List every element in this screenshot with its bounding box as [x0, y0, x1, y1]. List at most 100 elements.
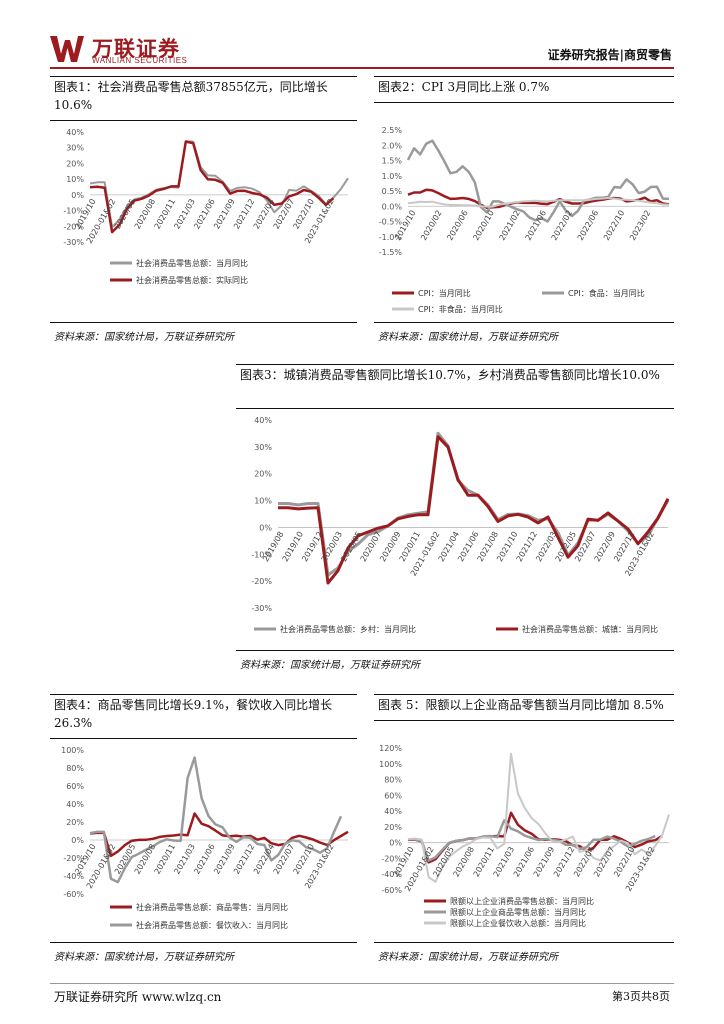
logo-chinese-name: 万联证券: [92, 37, 180, 61]
y-tick-label: 40%: [254, 416, 272, 425]
y-tick-label: -60%: [381, 886, 402, 895]
series-line: [406, 139, 670, 223]
figure-3-title: 图表3：城镇消费品零售额同比增长10.7%，乡村消费品零售额同比增长10.0%: [240, 368, 660, 382]
figure-1-title: 图表1：社会消费品零售总额37855亿元，同比增长10.6%: [54, 80, 328, 112]
y-tick-label: -30%: [251, 604, 272, 613]
figure-5-title: 图表 5：限额以上企业商品零售额当月同比增加 8.5%: [378, 698, 664, 712]
y-tick-label: 80%: [66, 764, 84, 773]
figure-2-block: 图表2：CPI 3月同比上涨 0.7% -1.5% -1.0% -0.5% 0.0% 0…: [374, 72, 674, 352]
y-tick-label: 40%: [384, 807, 402, 816]
y-tick-label: 100%: [61, 746, 84, 755]
header-divider: [50, 67, 674, 69]
x-tick-label: 2022/10: [602, 209, 626, 242]
y-tick-label: 0.0%: [382, 202, 403, 211]
page-number: 第3页共8页: [612, 990, 670, 1003]
series-line: [89, 140, 335, 234]
legend-label: 限额以上企业商品零售总额：当月同比: [450, 907, 586, 917]
y-tick-label: 2.0%: [382, 141, 403, 150]
chart-cpi: -1.5% -1.0% -0.5% 0.0% 0.5% 1.0% 1.5% 2.0% 2.5% 2…: [379, 126, 670, 314]
legend-label: 限额以上企业餐饮收入总额：当月同比: [450, 918, 586, 928]
y-tick-label: -1.0%: [379, 233, 403, 242]
y-tick-label: 30%: [66, 144, 84, 153]
x-tick-label: 2020/10: [471, 209, 495, 242]
y-tick-label: -40%: [381, 870, 402, 879]
y-tick-label: 0%: [71, 191, 84, 200]
y-tick-label: 1.5%: [382, 157, 403, 166]
chart-urban-rural-retail: -30%-20%-10%0%10%20%30%40%2019/082019/10…: [251, 416, 670, 634]
figure-3-block: 图表3：城镇消费品零售额同比增长10.7%，乡村消费品零售额同比增长10.0% …: [236, 360, 674, 672]
y-tick-label: 20%: [66, 159, 84, 168]
y-tick-label: 1.0%: [382, 172, 403, 181]
x-tick-label: 2020/06: [445, 209, 469, 242]
y-tick-label: 40%: [66, 128, 84, 137]
y-tick-label: -20%: [63, 854, 84, 863]
series-line: [407, 752, 670, 883]
y-tick-label: -20%: [63, 222, 84, 231]
legend-label: 社会消费品零售总额：实际同比: [136, 275, 248, 285]
series-line: [278, 435, 670, 585]
y-tick-label: 100%: [379, 760, 402, 769]
figure-4-block: 图表4：商品零售同比增长9.1%，餐饮收入同比增长26.3% -60% -40% -…: [50, 690, 357, 974]
footer-website: 万联证券研究所 www.wlzq.cn: [54, 990, 222, 1004]
y-tick-label: 60%: [384, 791, 402, 800]
legend-label: CPI：食品：当月同比: [568, 288, 645, 298]
y-tick-label: 40%: [66, 800, 84, 809]
report-category: 证券研究报告|商贸零售: [547, 48, 672, 62]
y-tick-label: 0%: [71, 836, 84, 845]
figure-4-title: 图表4：商品零售同比增长9.1%，餐饮收入同比增长26.3%: [54, 698, 333, 730]
legend-label: 社会消费品零售总额：城镇：当月同比: [522, 624, 658, 634]
chart-goods-catering: -60%-40%-20%0%20%40%60%80%100%2019/10202…: [61, 746, 349, 930]
x-tick-label: 2022/06: [576, 209, 600, 242]
y-tick-label: 20%: [384, 823, 402, 832]
footer-divider: [50, 983, 674, 984]
y-tick-label: -10%: [251, 550, 272, 559]
figure-4-source: 资料来源：国家统计局，万联证券研究所: [54, 952, 234, 963]
y-tick-label: 0%: [259, 523, 272, 532]
y-tick-label: 120%: [379, 744, 402, 753]
series-line: [278, 431, 670, 577]
figure-1-source: 资料来源：国家统计局，万联证券研究所: [54, 332, 234, 343]
chart-retail-sales: -30%-20%-10%0%10%20%30%40%2019/102020-01…: [63, 128, 349, 285]
legend-label: CPI：非食品：当月同比: [418, 304, 503, 314]
legend-label: 社会消费品零售总额：商品零售：当月同比: [136, 902, 288, 912]
y-tick-label: 2.5%: [382, 126, 403, 135]
y-tick-label: 0%: [389, 839, 402, 848]
y-tick-label: 60%: [66, 782, 84, 791]
y-tick-label: -30%: [63, 238, 84, 247]
y-tick-label: -10%: [63, 207, 84, 216]
y-tick-label: 10%: [254, 497, 272, 506]
legend-label: CPI：当月同比: [418, 288, 471, 298]
y-tick-label: -0.5%: [379, 218, 403, 227]
y-tick-label: 0.5%: [382, 187, 403, 196]
figure-2-title: 图表2：CPI 3月同比上涨 0.7%: [378, 80, 550, 94]
y-tick-label: -40%: [63, 872, 84, 881]
legend-label: 限额以上企业消费品零售总额：当月同比: [450, 896, 594, 906]
y-tick-label: -1.5%: [379, 248, 403, 257]
series-line: [89, 756, 343, 884]
legend-label: 社会消费品零售总额：餐饮收入：当月同比: [136, 920, 288, 930]
series-line: [407, 197, 670, 208]
series-line: [89, 812, 349, 858]
y-tick-label: 30%: [254, 443, 272, 452]
figure-5-source: 资料来源：国家统计局，万联证券研究所: [378, 952, 558, 963]
series-line: [408, 819, 656, 862]
x-tick-label: 2023/02: [628, 209, 652, 242]
legend-label: 社会消费品零售总额：当月同比: [136, 258, 248, 268]
y-tick-label: 10%: [66, 175, 84, 184]
figure-5-block: 图表 5：限额以上企业商品零售额当月同比增加 8.5% -60% -40% -20%…: [374, 690, 674, 974]
y-tick-label: -60%: [63, 890, 84, 899]
figure-1-block: 图表1：社会消费品零售总额37855亿元，同比增长10.6% -30% -20% -…: [50, 72, 357, 352]
logo-english-name: WANLIAN SECURITIES: [92, 56, 188, 65]
y-tick-label: 20%: [254, 470, 272, 479]
legend-label: 社会消费品零售总额：乡村：当月同比: [280, 624, 416, 634]
x-tick-label: 2021/02: [498, 209, 522, 242]
series-line: [407, 188, 670, 210]
chart-above-quota-retail: -60%-40%-20%0%20%40%60%80%100%120%2019/1…: [379, 744, 670, 928]
x-tick-label: 2020/02: [419, 209, 443, 242]
wanlian-logo-icon: [50, 36, 84, 62]
figure-2-source: 资料来源：国家统计局，万联证券研究所: [378, 332, 558, 343]
y-tick-label: -20%: [251, 577, 272, 586]
figure-3-source: 资料来源：国家统计局，万联证券研究所: [240, 660, 420, 671]
y-tick-label: -20%: [381, 854, 402, 863]
y-tick-label: 80%: [384, 776, 402, 785]
